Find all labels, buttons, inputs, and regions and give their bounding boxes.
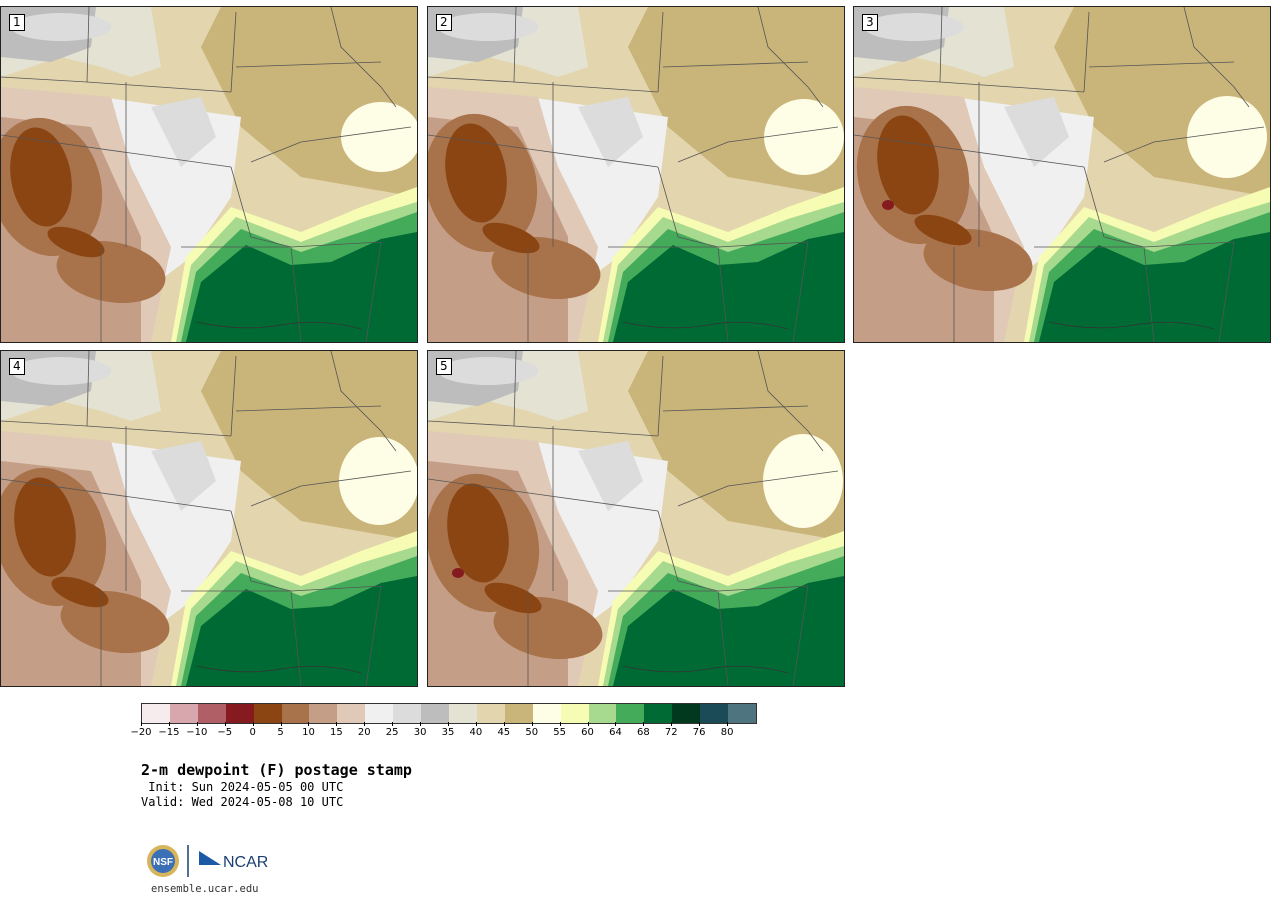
colorbar-segment: [672, 704, 701, 723]
colorbar-tick-mark: [141, 722, 142, 726]
dewpoint-map: [428, 351, 844, 686]
colorbar-tick-mark: [615, 722, 617, 726]
colorbar-tick-mark: [727, 722, 729, 726]
colorbar-tick-label: 15: [329, 727, 343, 738]
colorbar-segment: [225, 704, 254, 723]
colorbar-tick-mark: [252, 722, 254, 726]
colorbar-tick-label: 0: [249, 727, 256, 738]
colorbar-tick-mark: [196, 722, 198, 726]
member-number-label: 3: [862, 14, 878, 31]
colorbar-segment: [532, 704, 561, 723]
colorbar-tick-label: −10: [186, 727, 208, 738]
colorbar-tick-labels: −20 −15 −10 −5 0 5 10 15 20 25 30 35 40 45 50 55 60 64 68 7…: [130, 722, 755, 741]
colorbar-segment: [142, 704, 170, 723]
colorbar-tick-label: 55: [553, 727, 566, 738]
colorbar-tick-label: −5: [217, 727, 233, 738]
colorbar-tick-label: 80: [720, 727, 734, 738]
colorbar-tick-label: 30: [413, 727, 427, 738]
colorbar-tick-label: 25: [385, 727, 399, 738]
colorbar-tick-mark: [420, 722, 422, 726]
colorbar-tick-mark: [671, 722, 673, 726]
colorbar-tick-mark: [364, 722, 366, 726]
colorbar-segment: [644, 704, 673, 723]
dewpoint-map: [428, 7, 844, 342]
colorbar-tick-mark: [559, 722, 561, 726]
colorbar-tick-mark: [224, 722, 226, 726]
colorbar-tick-label: 5: [277, 727, 284, 738]
colorbar-segment: [588, 704, 617, 723]
colorbar-segment: [728, 704, 756, 723]
colorbar-tick-label: 50: [525, 727, 539, 738]
dewpoint-map: [1, 7, 417, 342]
colorbar-tick-label: 40: [469, 727, 483, 738]
nsf-logo-text: NSF: [153, 857, 173, 868]
member-number-label: 5: [436, 358, 452, 375]
dewpoint-map: [1, 351, 417, 686]
colorbar-tick-mark: [503, 722, 505, 726]
colorbar-segment: [253, 704, 282, 723]
colorbar-tick-mark: [448, 722, 449, 726]
colorbar-tick-mark: [531, 722, 533, 726]
colorbar-segment: [476, 704, 505, 723]
colorbar-segment: [393, 704, 422, 723]
colorbar-segment: [169, 704, 198, 723]
member-number-label: 2: [436, 14, 452, 31]
member-number-label: 1: [9, 14, 25, 31]
colorbar-tick-label: 76: [692, 727, 706, 738]
colorbar-tick-label: −15: [158, 727, 180, 738]
colorbar-tick-mark: [280, 722, 282, 726]
colorbar-tick-label: 20: [357, 727, 371, 738]
member-map-panel: 1: [0, 6, 418, 343]
colorbar-segment: [281, 704, 310, 723]
colorbar-segment: [616, 704, 645, 723]
colorbar-tick-label: 45: [497, 727, 511, 738]
colorbar-tick-mark: [699, 722, 701, 726]
member-map-panel: 5: [427, 350, 845, 687]
member-number-label: 4: [9, 358, 25, 375]
figure-title: 2-m dewpoint (F) postage stamp: [141, 761, 412, 779]
colorbar-segment: [504, 704, 533, 723]
colorbar-tick-label: 35: [441, 727, 455, 738]
member-map-panel: 2: [427, 6, 845, 343]
member-map-panel: 4: [0, 350, 418, 687]
colorbar-segment: [337, 704, 366, 723]
colorbar: [141, 703, 757, 724]
colorbar-segment: [700, 704, 729, 723]
valid-time: Valid: Wed 2024-05-08 10 UTC: [141, 795, 344, 809]
colorbar-tick-label: 60: [581, 727, 594, 738]
colorbar-tick-mark: [587, 722, 589, 726]
colorbar-tick-label: −20: [130, 727, 152, 738]
nsf-ncar-logo: NSF NCAR: [145, 843, 275, 879]
colorbar-segment: [448, 704, 477, 723]
colorbar-tick-mark: [392, 722, 394, 726]
colorbar-segment: [309, 704, 338, 723]
ncar-logo-text: NCAR: [223, 854, 268, 871]
colorbar-segment: [421, 704, 449, 723]
colorbar-tick-label: 72: [664, 727, 678, 738]
colorbar-tick-mark: [168, 722, 170, 726]
colorbar-tick-label: 68: [636, 727, 650, 738]
colorbar-segment: [365, 704, 394, 723]
colorbar-segment: [560, 704, 589, 723]
colorbar-segment: [197, 704, 226, 723]
colorbar-tick-mark: [336, 722, 338, 726]
colorbar-tick-mark: [475, 722, 477, 726]
member-map-panel: 3: [853, 6, 1271, 343]
colorbar-tick-mark: [308, 722, 310, 726]
colorbar-tick-label: 64: [609, 727, 622, 738]
website-url: ensemble.ucar.edu: [151, 883, 259, 895]
colorbar-tick-label: 10: [302, 727, 315, 738]
colorbar-tick-mark: [643, 722, 645, 726]
dewpoint-map: [854, 7, 1270, 342]
init-time: Init: Sun 2024-05-05 00 UTC: [141, 780, 344, 794]
